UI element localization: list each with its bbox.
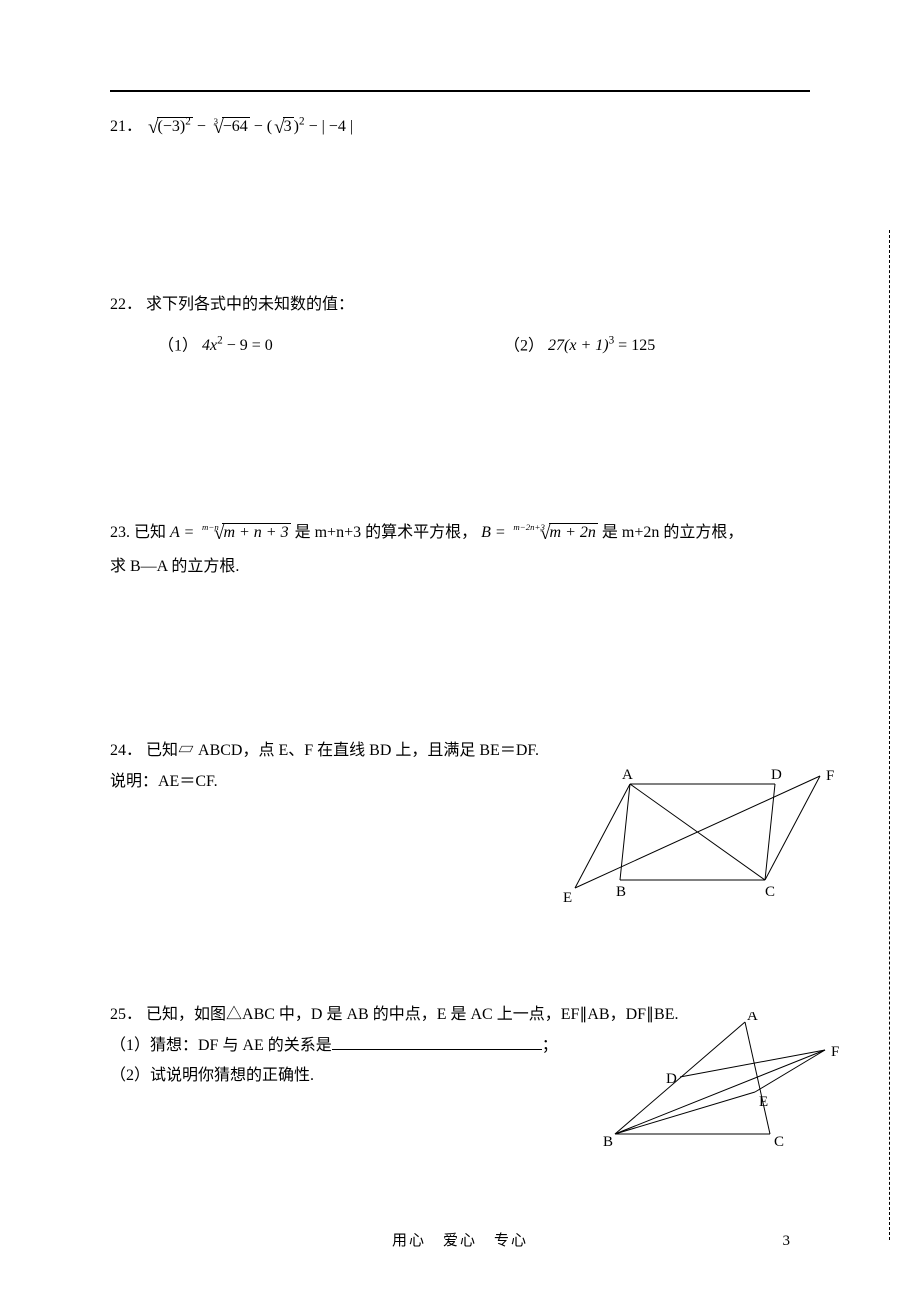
problem-22: 22． 求下列各式中的未知数的值： （1） 4x2 − 9 = 0 （2） 27… [110, 290, 810, 361]
top-rule [110, 90, 810, 92]
problem-number: 22． [110, 296, 142, 313]
subproblems-row: （1） 4x2 − 9 = 0 （2） 27(x + 1)3 = 125 [110, 331, 810, 362]
figure-24: A D F E B C [560, 766, 850, 922]
svg-text:F: F [831, 1044, 839, 1060]
svg-text:A: A [622, 767, 633, 783]
text: 已知 [134, 524, 170, 541]
text-line-2: 求 B—A 的立方根. [110, 552, 810, 582]
page-number: 3 [783, 1233, 791, 1250]
sub-label: （2） [504, 337, 544, 354]
cut-line [889, 230, 890, 1240]
spacer [110, 606, 810, 736]
problem-24: 24． 已知▱ ABCD，点 E、F 在直线 BD 上，且满足 BE＝DF. 说… [110, 736, 810, 916]
parallelogram-diagram: A D F E B C [560, 766, 850, 911]
svg-text:D: D [771, 767, 782, 783]
fill-blank[interactable] [332, 1034, 542, 1050]
svg-text:C: C [774, 1134, 784, 1150]
spacer [110, 940, 810, 1000]
svg-text:B: B [616, 884, 626, 900]
problem-number: 21． [110, 118, 142, 135]
footer: 用心 爱心 专心 3 [0, 1229, 920, 1250]
svg-text:E: E [759, 1094, 768, 1110]
problem-number: 25． [110, 1006, 142, 1023]
page: 21． √(−3)2 − 3√−64 − (√3)2 − | −4 | 22． … [0, 0, 920, 1300]
problem-number: 23. [110, 524, 130, 541]
svg-text:C: C [765, 884, 775, 900]
svg-text:D: D [666, 1071, 677, 1087]
svg-text:F: F [826, 768, 834, 784]
subproblem-22-1: （1） 4x2 − 9 = 0 [158, 331, 464, 362]
text: （1）猜想：DF 与 AE 的关系是 [110, 1037, 332, 1054]
text: 是 m+n+3 的算术平方根， [295, 524, 478, 541]
text: 是 m+2n 的立方根， [602, 524, 743, 541]
text: 已知▱ ABCD，点 E、F 在直线 BD 上，且满足 BE＝DF. [146, 742, 539, 759]
problem-number: 24． [110, 742, 142, 759]
problem-text: 求下列各式中的未知数的值： [146, 296, 354, 313]
text: ； [542, 1037, 558, 1054]
svg-text:B: B [603, 1134, 613, 1150]
problem-25: 25． 已知，如图△ABC 中，D 是 AB 的中点，E 是 AC 上一点，EF… [110, 1000, 810, 1160]
footer-text: 用心 爱心 专心 [392, 1233, 528, 1249]
spacer [110, 170, 810, 290]
problem-21: 21． √(−3)2 − 3√−64 − (√3)2 − | −4 | [110, 110, 810, 146]
svg-text:A: A [747, 1012, 758, 1024]
sub-label: （1） [158, 337, 198, 354]
math-expr-21: √(−3)2 − 3√−64 − (√3)2 − | −4 | [146, 118, 353, 135]
problem-23: 23. 已知 A = m−n√m + n + 3 是 m+n+3 的算术平方根，… [110, 516, 810, 583]
subproblem-22-2: （2） 27(x + 1)3 = 125 [504, 331, 810, 362]
spacer [110, 386, 810, 516]
figure-25: A F D E B C [590, 1012, 850, 1163]
content: 21． √(−3)2 − 3√−64 − (√3)2 − | −4 | 22． … [110, 110, 810, 1160]
svg-text:E: E [563, 890, 572, 906]
triangle-diagram: A F D E B C [590, 1012, 850, 1152]
